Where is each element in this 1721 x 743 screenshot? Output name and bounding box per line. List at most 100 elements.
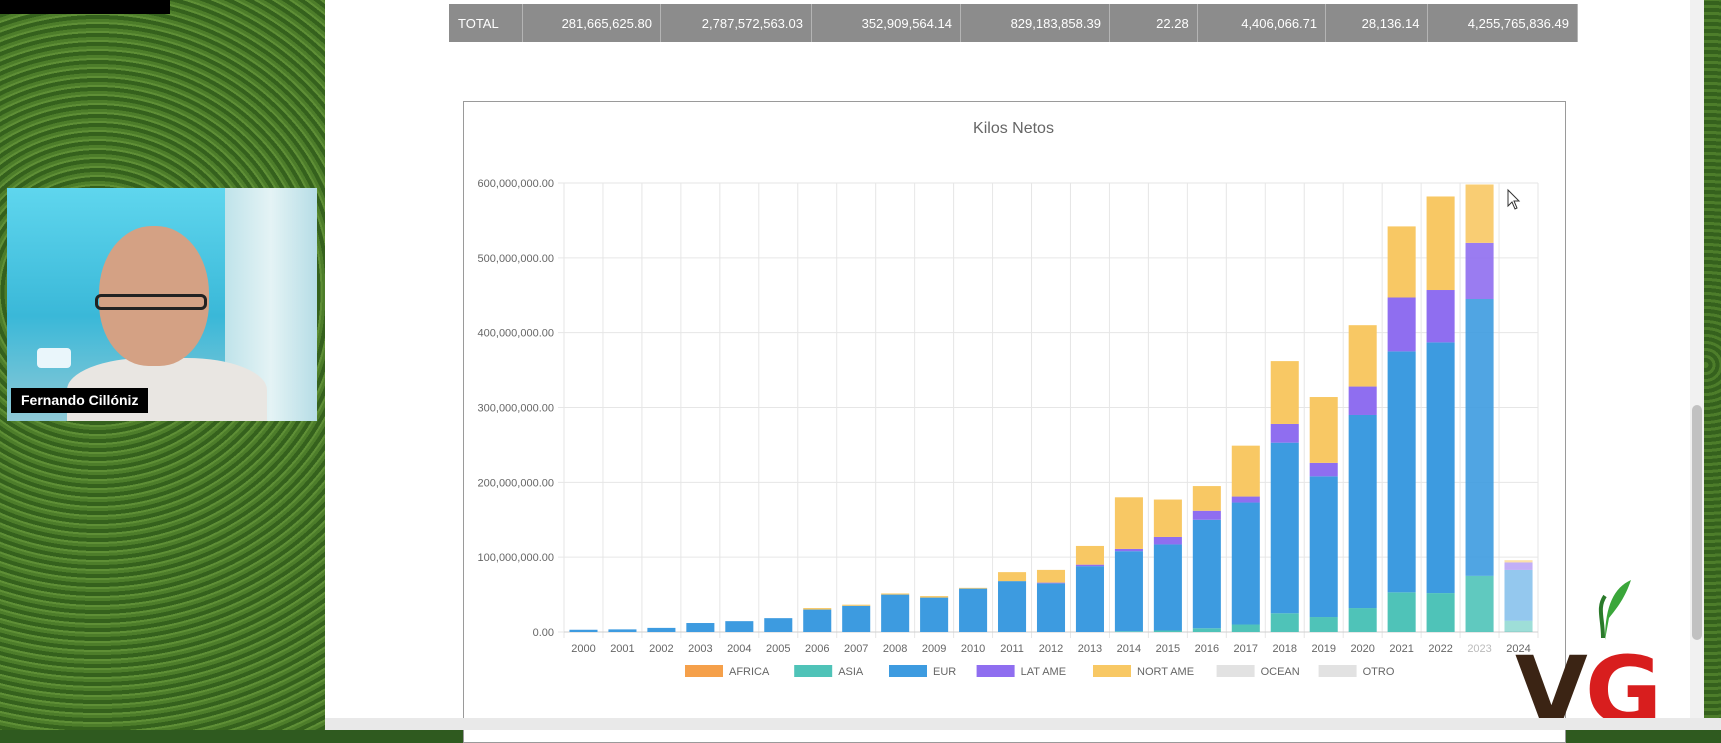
legend-swatch: [976, 665, 1015, 677]
bar-segment: [1270, 442, 1299, 614]
bar-segment: [803, 609, 832, 632]
table-cell: 22.28: [1109, 4, 1198, 42]
bar-segment: [1348, 608, 1377, 632]
bar-segment: [998, 581, 1027, 632]
bar-segment: [959, 588, 988, 632]
mouse-cursor-icon: [1507, 188, 1521, 210]
bar-segment: [1075, 566, 1104, 632]
x-tick-label: 2004: [727, 643, 751, 655]
table-cell: 352,909,564.14: [811, 4, 961, 42]
presenter-name-tag: Fernando Cillóniz: [11, 388, 149, 413]
table-cell: 4,255,765,836.49: [1427, 4, 1578, 42]
bar-segment: [881, 593, 910, 595]
x-tick-label: 2024: [1506, 643, 1530, 655]
legend-label: AFRICA: [729, 666, 770, 678]
bar-segment: [998, 572, 1027, 582]
presenter-glasses: [95, 294, 207, 310]
bar-segment: [1114, 631, 1143, 632]
legend-swatch: [685, 665, 723, 677]
totals-label: TOTAL: [449, 4, 524, 42]
y-tick-label: 200,000,000.00: [478, 477, 554, 489]
bar-segment: [1387, 592, 1416, 632]
y-tick-label: 500,000,000.00: [478, 253, 554, 265]
bar-segment: [1192, 628, 1221, 632]
bar-segment: [1387, 297, 1416, 352]
vg-logo: V G: [1515, 580, 1662, 730]
legend-swatch: [1318, 665, 1357, 677]
x-tick-label: 2005: [766, 643, 790, 655]
bar-segment: [764, 618, 793, 632]
bar-segment: [1192, 519, 1221, 629]
bar-segment: [1231, 502, 1260, 625]
y-tick-label: 0.00: [533, 627, 554, 639]
bar-segment: [1075, 545, 1104, 565]
bar-segment: [1309, 617, 1338, 632]
y-tick-label: 400,000,000.00: [478, 328, 554, 340]
bar-segment: [1075, 564, 1104, 567]
legend-label: LAT AME: [1021, 666, 1066, 678]
x-tick-label: 2017: [1234, 643, 1258, 655]
bar-segment: [920, 596, 949, 598]
x-tick-label: 2003: [688, 643, 712, 655]
x-tick-label: 2015: [1156, 643, 1180, 655]
bar-segment: [1231, 496, 1260, 503]
table-cell: 2,787,572,563.03: [660, 4, 813, 42]
bar-segment: [1270, 423, 1299, 443]
table-cell: 4,406,066.71: [1197, 4, 1327, 42]
table-cell: 829,183,858.39: [960, 4, 1110, 42]
bar-segment: [1465, 184, 1494, 243]
bar-segment: [1348, 325, 1377, 387]
bar-segment: [1348, 414, 1377, 609]
x-tick-label: 2013: [1078, 643, 1102, 655]
bar-segment: [1153, 630, 1182, 632]
x-tick-label: 2014: [1117, 643, 1141, 655]
bar-segment: [1309, 397, 1338, 463]
bar-segment: [1270, 613, 1299, 632]
x-tick-label: 2021: [1389, 643, 1413, 655]
legend-swatch: [794, 665, 833, 677]
bar-segment: [842, 604, 871, 606]
bar-segment: [647, 627, 676, 632]
bar-segment: [1504, 560, 1533, 563]
bar-segment: [1309, 462, 1338, 477]
bar-segment: [1348, 386, 1377, 415]
x-tick-label: 2022: [1428, 643, 1452, 655]
bar-segment: [569, 629, 598, 632]
bar-segment: [1153, 499, 1182, 537]
bar-segment: [1192, 486, 1221, 511]
x-tick-label: 2007: [844, 643, 868, 655]
legend-label: NORT AME: [1137, 666, 1194, 678]
legend-swatch: [1216, 665, 1255, 677]
bar-segment: [1387, 226, 1416, 298]
legend-label: ASIA: [838, 666, 864, 678]
logo-letter-v: V: [1515, 637, 1588, 730]
bar-segment: [1114, 548, 1143, 552]
legend-label: EUR: [933, 666, 956, 678]
x-tick-label: 2023: [1467, 643, 1491, 655]
bar-segment: [608, 629, 637, 632]
x-tick-label: 2011: [1000, 643, 1024, 655]
bar-segment: [1504, 562, 1533, 570]
scrollbar-thumb[interactable]: [1692, 405, 1702, 640]
chart-title: Kilos Netos: [973, 120, 1054, 137]
bar-segment: [1504, 569, 1533, 621]
totals-table: TOTAL 281,665,625.80 2,787,572,563.03 35…: [449, 4, 1578, 42]
bar-segment: [1114, 551, 1143, 632]
bar-segment: [1270, 361, 1299, 424]
scrollbar[interactable]: [1690, 0, 1704, 718]
bar-segment: [1465, 242, 1494, 299]
bar-segment: [1465, 575, 1494, 632]
legend-label: OCEAN: [1261, 666, 1300, 678]
bar-segment: [1036, 583, 1066, 632]
legend-swatch: [889, 665, 927, 677]
bar-segment: [1465, 298, 1494, 576]
x-tick-label: 2016: [1195, 643, 1219, 655]
presenter-webcam: [7, 188, 317, 421]
bar-segment: [1036, 569, 1066, 583]
x-tick-label: 2018: [1273, 643, 1297, 655]
taskbar-strip: [325, 718, 1721, 730]
legend-label: OTRO: [1363, 666, 1395, 678]
bar-segment: [1231, 445, 1260, 497]
bar-segment: [725, 621, 754, 632]
